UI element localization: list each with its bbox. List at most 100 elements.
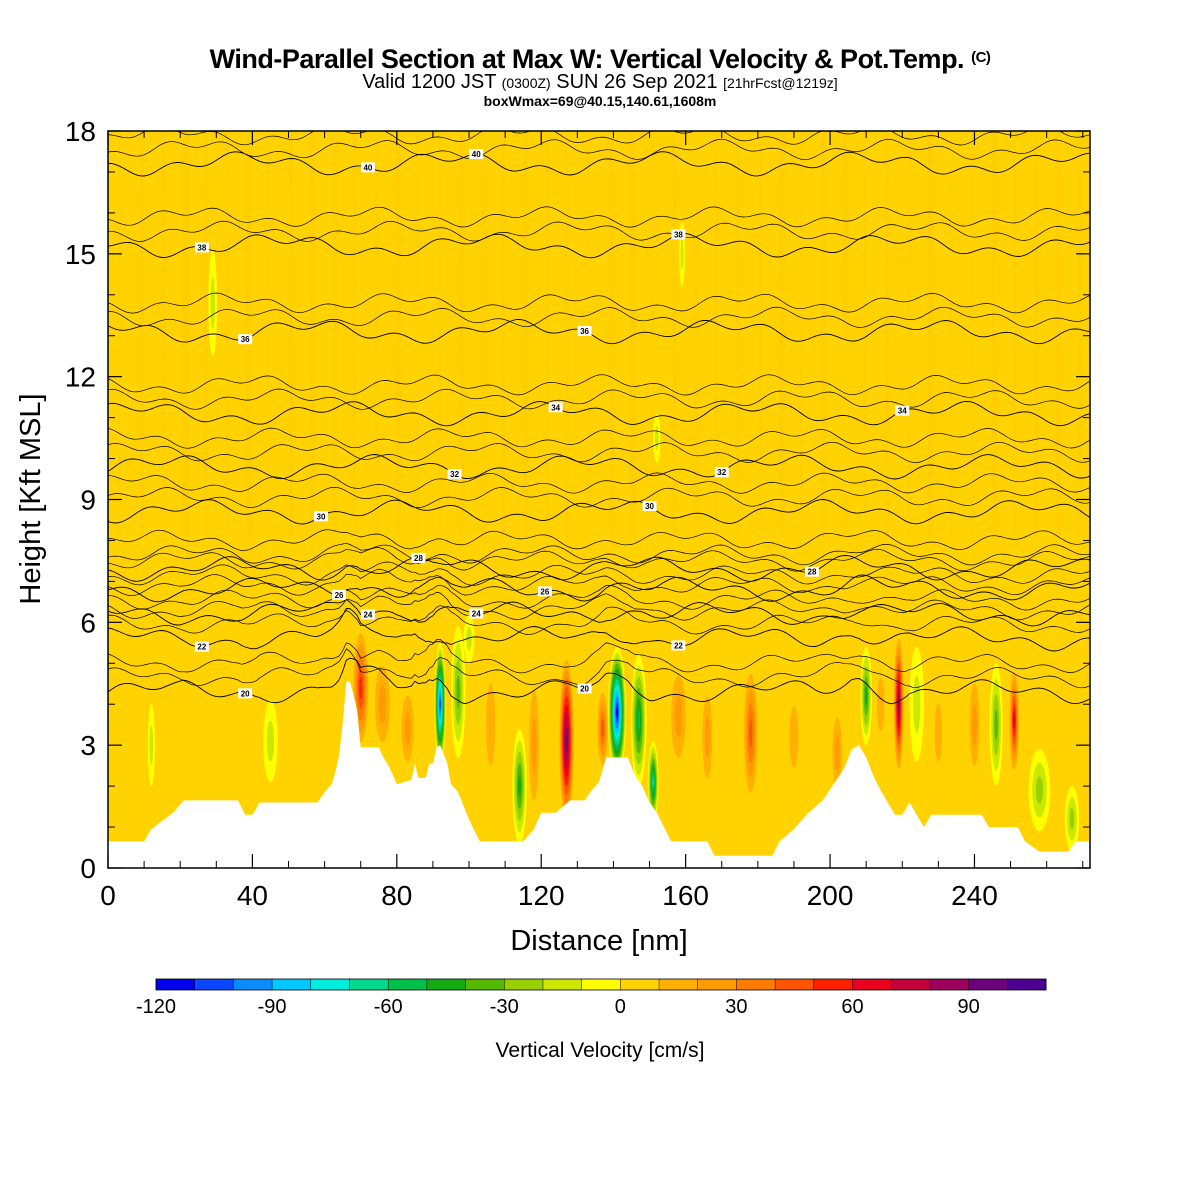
copyright-tag: (C) [971,49,991,66]
theta-contour-line [108,608,1090,652]
velocity-cell [784,675,803,799]
velocity-cell [647,741,659,823]
theta-contour-minor [108,472,1090,494]
velocity-cell-level [674,696,683,737]
theta-contour-line [108,400,1090,427]
theta-contour-minor [108,568,1090,596]
field-band [821,131,826,537]
y-tick-label: 18 [65,116,96,147]
theta-contour-line [108,574,1090,603]
theta-contour-minor [108,220,1090,242]
colorbar-tick-label: 60 [841,996,863,1018]
contour-label: 36 [580,327,589,336]
contour-label: 26 [335,591,344,600]
field-band [693,131,700,537]
colorbar-swatch [852,979,892,990]
colorbar-swatch [659,979,699,990]
velocity-cell [608,646,627,778]
valid-prefix: Valid 1200 JST [362,71,497,93]
colorbar-swatch [697,979,737,990]
velocity-cell [596,683,610,774]
field-band [502,131,506,537]
y-tick-label: 9 [80,485,96,516]
theta-contour-line [108,499,1090,525]
theta-contour-line [108,318,1090,345]
velocity-cell [208,249,218,357]
colorbar-swatch [581,979,621,990]
theta-contour: 26 26 [108,547,1090,603]
contour-label-bg [671,640,686,651]
contour-label-bg [714,467,729,478]
contour-label: 22 [674,641,683,650]
chart-title-text: Wind-Parallel Section at Max W: Vertical… [209,44,965,74]
contour-label: 32 [717,468,726,477]
theta-contour-minor [108,131,1090,146]
field-band [800,131,804,537]
theta-contour: 28 28 [108,529,1090,582]
colorbar-swatch [1007,979,1047,990]
contour-label: 20 [580,685,589,694]
velocity-cell-level [651,776,655,788]
field-band [566,131,569,537]
theta-contour-minor [108,547,1090,572]
y-tick-label: 3 [80,730,96,761]
theta-contour-minor [108,486,1090,508]
velocity-cell-level [1035,776,1044,804]
chart-title: Wind-Parallel Section at Max W: Vertical… [0,44,1200,75]
velocity-cell [873,650,888,758]
contour-label: 22 [197,643,206,652]
velocity-cell-level [210,276,215,330]
velocity-cell-level [531,717,537,773]
field-band [353,131,356,537]
velocity-cell [630,655,647,787]
field-band [459,131,465,537]
theta-contour-minor [108,561,1090,586]
colorbar-swatch [504,979,544,990]
contour-label: 28 [414,554,423,563]
field-band [906,131,912,537]
field-band [544,131,551,537]
velocity-cell [931,675,946,791]
contour-label-bg [469,608,484,619]
field-band [310,131,316,537]
field-band [843,131,849,537]
theta-contour: 30 30 [108,472,1090,525]
field-band [182,131,189,537]
colorbar-swatch [465,979,505,990]
theta-contour: 24 24 [108,568,1090,627]
colorbar-swatch [272,979,312,990]
contour-label: 32 [450,470,459,479]
velocity-cell [512,728,527,844]
contour-label-bg [238,688,253,699]
forecast-info: [21hrFcst@1219z] [723,75,838,91]
field-band [523,131,528,537]
field-band [225,131,230,537]
velocity-cell-level [1012,712,1016,729]
velocity-cell-level [654,425,659,451]
contour-label-bg [411,552,426,563]
y-tick-label: 0 [80,853,96,884]
theta-contour: 40 40 [108,131,1090,177]
x-tick-label: 40 [237,880,268,911]
velocity-cell-level [456,675,461,709]
valid-utc: (0300Z) [501,75,551,91]
theta-contour-line [108,233,1090,259]
field-band [928,131,935,537]
theta-contour-minor [108,138,1090,161]
theta-contour-minor [108,605,1090,635]
contour-label-bg [238,334,253,345]
colorbar-swatch [929,979,969,990]
colorbar-swatch [775,979,815,990]
field-band [715,131,718,537]
valid-date: SUN 26 Sep 2021 [556,71,718,93]
velocity-cell [967,663,982,787]
field-band [1077,131,1084,537]
x-tick-label: 80 [381,880,412,911]
velocity-cell-level [876,677,885,731]
y-tick-labels: 0 3 6 9 12 15 18 [65,116,96,884]
colorbar-tick-label: 90 [957,996,979,1018]
colorbar-tick-label: -60 [374,996,403,1018]
velocity-cell [147,704,155,787]
contour-label: 28 [808,568,817,577]
